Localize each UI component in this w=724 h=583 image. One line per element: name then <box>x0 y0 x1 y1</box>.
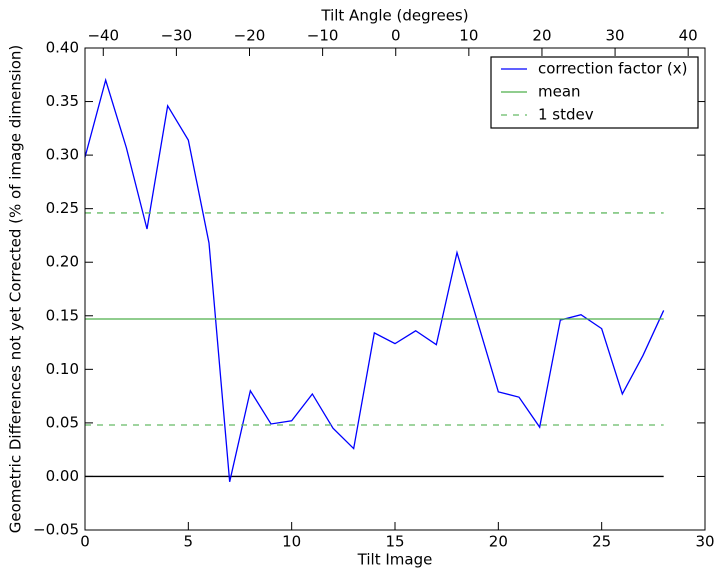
y-tick-label: 0.30 <box>46 146 79 164</box>
x-tick-label: 15 <box>385 533 404 551</box>
x2-tick-label: 0 <box>391 27 401 45</box>
x2-axis-label: Tilt Angle (degrees) <box>320 7 468 25</box>
x2-tick-label: −20 <box>234 27 266 45</box>
x2-tick-label: −10 <box>307 27 339 45</box>
y-tick-label: 0.35 <box>46 92 79 110</box>
y-tick-label: 0.15 <box>46 306 79 324</box>
x2-tick-label: 30 <box>606 27 625 45</box>
y-tick-label: −0.05 <box>33 521 79 539</box>
x2-tick-label: 40 <box>679 27 698 45</box>
plot-frame <box>84 47 706 531</box>
y-tick-label: 0.00 <box>46 467 79 485</box>
x2-tick-label: −40 <box>87 27 119 45</box>
y-tick-label: 0.05 <box>46 413 79 431</box>
y-tick-label: 0.10 <box>46 360 79 378</box>
x-tick-label: 0 <box>80 533 90 551</box>
x2-tick-label: −30 <box>161 27 193 45</box>
x-tick-label: 25 <box>592 533 611 551</box>
data-line <box>84 77 665 482</box>
x-tick-label: 5 <box>184 533 194 551</box>
y-tick-label: 0.20 <box>46 253 79 271</box>
y-tick-label: 0.25 <box>46 199 79 217</box>
legend-label: correction factor (x) <box>538 60 687 78</box>
legend-label: 1 stdev <box>538 106 594 124</box>
y-axis-label: Geometric Differences not yet Corrected … <box>7 45 25 534</box>
x2-tick-label: 20 <box>532 27 551 45</box>
x2-tick-label: 10 <box>459 27 478 45</box>
x-tick-label: 30 <box>695 533 714 551</box>
legend-label: mean <box>538 83 581 101</box>
y-tick-label: 0.40 <box>46 39 79 57</box>
x-tick-label: 10 <box>282 533 301 551</box>
x-tick-label: 20 <box>489 533 508 551</box>
x-axis-label: Tilt Image <box>357 551 433 569</box>
